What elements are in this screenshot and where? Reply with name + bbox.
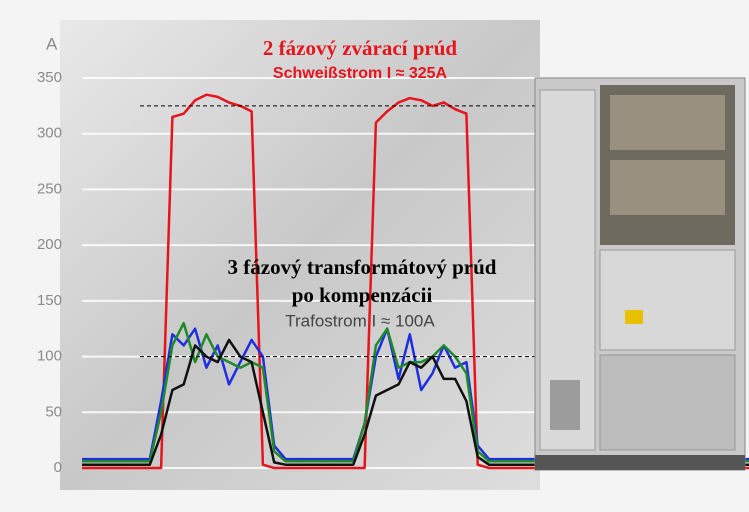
y-tick-label: 100 bbox=[37, 348, 62, 365]
page: 0 50 100 150 200 250 300 350 A 2 fázový zvárací… bbox=[0, 0, 749, 512]
annotation: po kompenzácii bbox=[292, 283, 433, 307]
chart: 0 50 100 150 200 250 300 350 A 2 fázový zvárací… bbox=[0, 0, 749, 512]
y-tick-label: 250 bbox=[37, 180, 62, 197]
y-tick-label: 150 bbox=[37, 292, 62, 309]
annotation: 3 fázový transformátový prúd bbox=[228, 255, 497, 279]
y-tick-label: 300 bbox=[37, 125, 62, 142]
cabinet bbox=[535, 78, 745, 470]
y-axis-label: A bbox=[46, 34, 58, 53]
y-tick-label: 0 bbox=[54, 459, 62, 476]
chart-title: 2 fázový zvárací prúd bbox=[263, 36, 458, 60]
y-tick-label: 200 bbox=[37, 236, 62, 253]
y-tick-label: 50 bbox=[45, 403, 62, 420]
chart-subtitle: Schweißstrom I ≈ 325A bbox=[273, 65, 448, 82]
y-tick-label: 350 bbox=[37, 69, 62, 86]
annotation: Trafostrom I ≈ 100A bbox=[285, 311, 435, 330]
